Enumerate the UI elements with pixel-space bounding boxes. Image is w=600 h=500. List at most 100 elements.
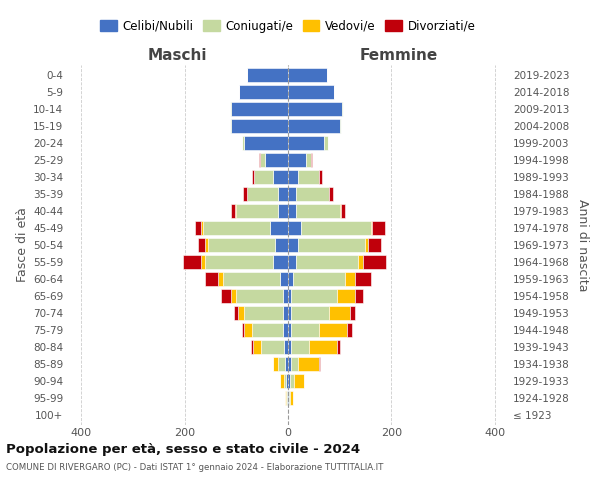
Bar — [288, 289, 290, 303]
Bar — [244, 323, 252, 337]
Bar — [289, 391, 290, 405]
Bar — [293, 374, 304, 388]
Bar — [283, 306, 288, 320]
Bar — [286, 391, 287, 405]
Bar — [260, 340, 284, 354]
Bar — [290, 340, 308, 354]
Bar — [288, 374, 290, 388]
Bar — [251, 340, 253, 354]
Bar — [329, 306, 350, 320]
Bar — [290, 374, 293, 388]
Bar — [355, 272, 371, 286]
Bar — [272, 170, 288, 184]
Bar — [290, 391, 293, 405]
Bar — [371, 221, 372, 235]
Bar — [298, 170, 319, 184]
Bar — [311, 153, 312, 167]
Bar — [272, 255, 288, 269]
Bar — [223, 272, 280, 286]
Bar — [280, 272, 288, 286]
Bar — [324, 136, 328, 150]
Bar — [337, 340, 340, 354]
Bar — [290, 306, 329, 320]
Bar — [234, 306, 238, 320]
Bar — [288, 68, 327, 82]
Bar — [329, 187, 334, 201]
Bar — [288, 306, 290, 320]
Bar — [218, 272, 223, 286]
Bar — [341, 204, 345, 218]
Bar — [283, 289, 288, 303]
Bar — [236, 289, 283, 303]
Bar — [201, 255, 205, 269]
Bar — [230, 102, 231, 116]
Bar — [358, 255, 363, 269]
Text: COMUNE DI RIVERGARO (PC) - Dati ISTAT 1° gennaio 2024 - Elaborazione TUTTITALIA.: COMUNE DI RIVERGARO (PC) - Dati ISTAT 1°… — [6, 462, 383, 471]
Bar — [252, 323, 283, 337]
Bar — [347, 323, 352, 337]
Bar — [296, 187, 329, 201]
Bar — [195, 221, 201, 235]
Bar — [365, 238, 368, 252]
Bar — [201, 221, 203, 235]
Bar — [288, 204, 296, 218]
Bar — [288, 85, 334, 99]
Y-axis label: Fasce di età: Fasce di età — [16, 208, 29, 282]
Bar — [290, 289, 337, 303]
Bar — [242, 187, 247, 201]
Bar — [288, 323, 290, 337]
Bar — [231, 102, 288, 116]
Bar — [345, 272, 355, 286]
Bar — [244, 136, 288, 150]
Bar — [288, 136, 324, 150]
Bar — [363, 255, 386, 269]
Bar — [259, 153, 260, 167]
Bar — [238, 306, 244, 320]
Bar — [290, 357, 298, 371]
Bar — [254, 170, 272, 184]
Bar — [183, 255, 201, 269]
Bar — [288, 357, 290, 371]
Bar — [278, 357, 286, 371]
Bar — [252, 170, 254, 184]
Bar — [278, 204, 288, 218]
Bar — [288, 153, 306, 167]
Bar — [235, 204, 236, 218]
Text: Popolazione per età, sesso e stato civile - 2024: Popolazione per età, sesso e stato civil… — [6, 442, 360, 456]
Bar — [231, 289, 236, 303]
Bar — [265, 153, 288, 167]
Bar — [270, 221, 288, 235]
Bar — [288, 119, 340, 133]
Bar — [355, 289, 363, 303]
Bar — [288, 187, 296, 201]
Bar — [308, 340, 337, 354]
Bar — [208, 238, 275, 252]
Bar — [286, 357, 288, 371]
Bar — [372, 221, 385, 235]
Bar — [242, 323, 244, 337]
Bar — [319, 170, 322, 184]
Bar — [284, 374, 286, 388]
Bar — [319, 357, 320, 371]
Y-axis label: Anni di nascita: Anni di nascita — [576, 198, 589, 291]
Bar — [230, 119, 231, 133]
Bar — [272, 357, 278, 371]
Legend: Celibi/Nubili, Coniugati/e, Vedovi/e, Divorziati/e: Celibi/Nubili, Coniugati/e, Vedovi/e, Di… — [95, 15, 481, 38]
Bar — [296, 255, 358, 269]
Bar — [284, 340, 288, 354]
Bar — [205, 255, 272, 269]
Text: Femmine: Femmine — [360, 48, 438, 64]
Bar — [288, 170, 298, 184]
Bar — [253, 340, 260, 354]
Bar — [288, 340, 290, 354]
Bar — [278, 187, 288, 201]
Bar — [290, 323, 319, 337]
Bar — [286, 374, 288, 388]
Bar — [247, 187, 278, 201]
Bar — [247, 68, 288, 82]
Bar — [301, 221, 371, 235]
Bar — [275, 238, 288, 252]
Bar — [205, 272, 218, 286]
Bar — [340, 204, 341, 218]
Bar — [244, 306, 283, 320]
